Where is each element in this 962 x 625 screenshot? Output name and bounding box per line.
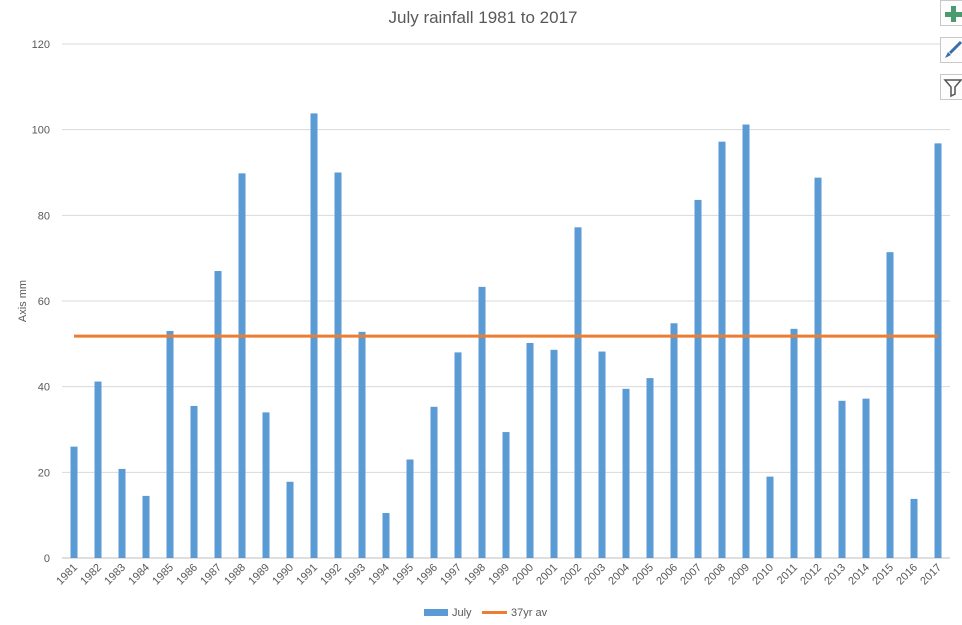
x-tick-label: 2017: [918, 562, 944, 588]
bar: [478, 286, 486, 558]
bar: [790, 328, 798, 558]
bar: [406, 459, 414, 558]
x-tick-label: 2003: [582, 562, 608, 588]
bar: [886, 252, 894, 559]
x-tick-label: 2005: [630, 562, 656, 588]
y-tick-label: 100: [32, 125, 50, 137]
x-tick-label: 2015: [870, 562, 896, 588]
x-tick-label: 1995: [390, 562, 416, 588]
bar: [814, 177, 822, 558]
bar: [238, 173, 246, 558]
x-tick-label: 2002: [558, 562, 584, 588]
x-tick-label: 2013: [822, 562, 848, 588]
bar: [550, 349, 558, 558]
x-tick-label: 2008: [702, 562, 728, 588]
y-tick-label: 40: [38, 382, 50, 394]
legend-label-july: July: [452, 607, 472, 619]
bar: [622, 388, 630, 558]
x-tick-label: 1990: [270, 562, 296, 588]
bar: [502, 432, 510, 558]
bar: [454, 352, 462, 558]
x-tick-label: 2012: [798, 562, 824, 588]
bar-series: [70, 113, 942, 559]
bar: [286, 481, 294, 558]
bar: [742, 124, 750, 558]
x-axis-ticks: 1981198219831984198519861987198819891990…: [54, 562, 944, 588]
x-tick-label: 1991: [294, 562, 320, 588]
bar: [430, 406, 438, 558]
bar: [838, 400, 846, 558]
x-tick-label: 1996: [414, 562, 440, 588]
bar: [718, 141, 726, 558]
bar: [670, 323, 678, 558]
x-tick-label: 1983: [102, 562, 128, 588]
brush-icon: [945, 40, 962, 58]
x-tick-label: 2011: [775, 562, 800, 587]
bar: [646, 378, 654, 558]
bar: [334, 172, 342, 558]
legend-label-average: 37yr av: [511, 607, 548, 619]
legend: July 37yr av: [424, 607, 548, 619]
bar: [358, 331, 366, 558]
y-tick-label: 20: [38, 467, 50, 479]
x-tick-label: 2001: [534, 562, 560, 588]
gridlines: [62, 43, 950, 559]
x-tick-label: 1998: [462, 562, 488, 588]
x-tick-label: 2016: [894, 562, 920, 588]
x-tick-label: 1999: [486, 562, 512, 588]
x-tick-label: 1982: [78, 562, 104, 588]
x-tick-label: 2000: [510, 562, 536, 588]
legend-swatch-july: [424, 609, 448, 616]
x-tick-label: 2010: [750, 562, 776, 588]
bar: [214, 271, 222, 558]
x-tick-label: 2007: [678, 562, 704, 588]
x-tick-label: 2004: [606, 562, 632, 588]
bar: [934, 143, 942, 558]
x-tick-label: 1988: [222, 562, 248, 588]
y-tick-label: 60: [38, 296, 50, 308]
chart-styles-button[interactable]: [940, 37, 962, 63]
x-tick-label: 2006: [654, 562, 680, 588]
plus-icon: [945, 6, 962, 22]
x-tick-label: 1997: [438, 562, 464, 588]
bar: [598, 351, 606, 558]
bar: [94, 381, 102, 558]
x-tick-label: 1987: [198, 562, 224, 588]
x-tick-label: 1989: [246, 562, 272, 588]
y-axis-label: Axis mm: [17, 280, 29, 322]
y-tick-label: 120: [32, 39, 50, 51]
bar: [526, 342, 534, 558]
x-tick-label: 1992: [318, 562, 344, 588]
chart-elements-button[interactable]: [940, 0, 962, 26]
bar: [70, 446, 78, 558]
x-tick-label: 1993: [342, 562, 368, 588]
bar: [142, 495, 150, 558]
x-tick-label: 1981: [54, 562, 80, 588]
bar: [910, 498, 918, 558]
bar: [766, 476, 774, 558]
y-tick-label: 0: [44, 553, 50, 565]
bar: [862, 398, 870, 558]
bar: [262, 412, 270, 558]
bar: [382, 513, 390, 558]
chart-filters-button[interactable]: [940, 74, 962, 100]
bar: [190, 405, 198, 558]
chart-title: July rainfall 1981 to 2017: [388, 8, 577, 27]
x-tick-label: 1994: [366, 562, 392, 588]
x-tick-label: 1986: [174, 562, 200, 588]
bar: [694, 199, 702, 558]
y-tick-label: 80: [38, 210, 50, 222]
bar: [574, 227, 582, 558]
x-tick-label: 2009: [726, 562, 752, 588]
bar: [166, 330, 174, 558]
x-tick-label: 2014: [846, 562, 872, 588]
bar: [118, 468, 126, 558]
x-tick-label: 1985: [150, 562, 176, 588]
filter-icon: [943, 79, 962, 98]
y-axis-ticks: 0 20 40 60 80 100 120: [32, 39, 50, 565]
x-tick-label: 1984: [126, 562, 152, 588]
